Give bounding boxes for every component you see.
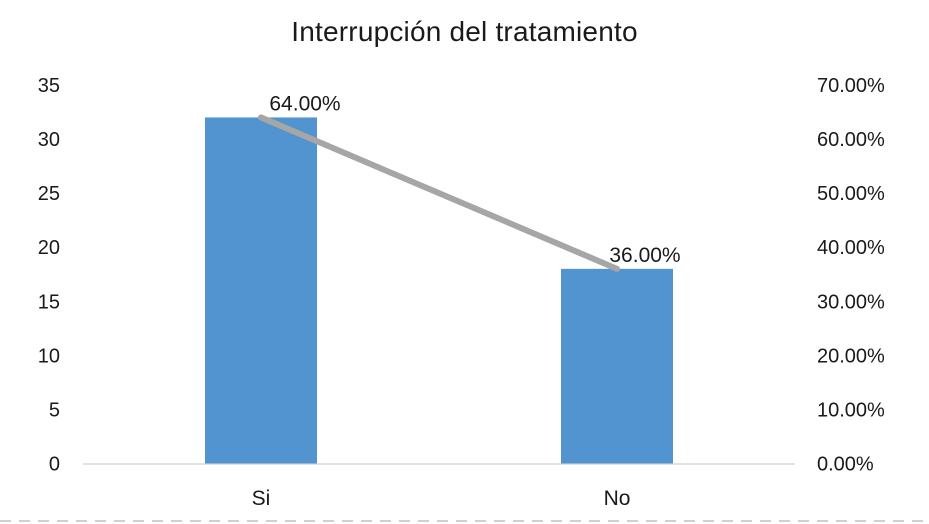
left-axis-tick-label: 35 xyxy=(38,75,60,97)
right-axis-tick-label: 60.00% xyxy=(817,129,885,151)
bar-si xyxy=(205,117,317,464)
page-bottom-dashed-divider xyxy=(0,520,929,522)
percentage-trend-line xyxy=(258,114,620,272)
bar-no xyxy=(561,268,673,464)
left-axis-tick-label: 20 xyxy=(38,237,60,259)
left-axis-tick-label: 30 xyxy=(38,129,60,151)
left-axis-tick-label: 15 xyxy=(38,291,60,313)
chart-title: Interrupción del tratamiento xyxy=(291,16,638,47)
data-label: 36.00% xyxy=(609,244,680,267)
right-axis-tick-label: 0.00% xyxy=(817,454,874,476)
category-label-no: No xyxy=(604,487,631,510)
right-axis-tick-label: 40.00% xyxy=(817,237,885,259)
right-axis-tick-label: 30.00% xyxy=(817,291,885,313)
category-label-si: Si xyxy=(252,487,271,510)
left-axis-tick-label: 0 xyxy=(49,454,60,476)
right-axis-tick-label: 10.00% xyxy=(817,399,885,421)
right-axis-tick-label: 50.00% xyxy=(817,183,885,205)
data-label: 64.00% xyxy=(269,92,340,115)
right-axis-tick-label: 20.00% xyxy=(817,345,885,367)
left-axis-tick-label: 5 xyxy=(49,399,60,421)
right-axis-tick-label: 70.00% xyxy=(817,75,885,97)
left-axis-tick-label: 25 xyxy=(38,183,60,205)
left-axis-tick-label: 10 xyxy=(38,345,60,367)
